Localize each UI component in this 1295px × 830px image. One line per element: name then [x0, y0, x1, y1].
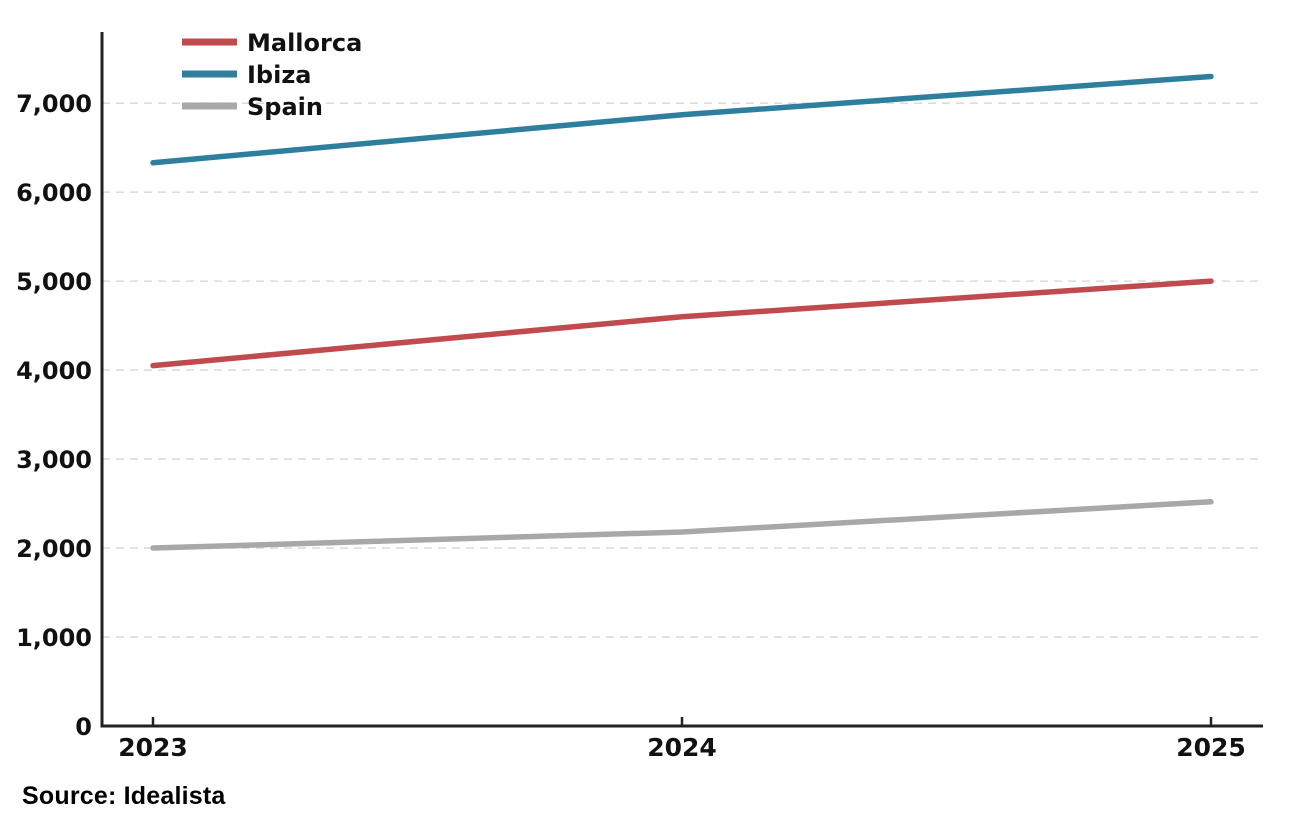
y-tick-label: 5,000 — [16, 268, 92, 296]
y-tick-label: 4,000 — [16, 357, 92, 385]
y-tick-label: 3,000 — [16, 446, 92, 474]
x-tick-label: 2023 — [118, 733, 188, 762]
line-series-mallorca — [150, 278, 1214, 369]
y-tick-label: 0 — [75, 713, 92, 741]
line-series-spain — [150, 499, 1214, 551]
source-caption: Source: Idealista — [22, 782, 226, 810]
y-tick-label: 6,000 — [16, 179, 92, 207]
y-tick-label: 7,000 — [16, 90, 92, 118]
line-series-ibiza — [150, 73, 1214, 166]
y-tick-label: 1,000 — [16, 624, 92, 652]
legend-label-ibiza: Ibiza — [247, 61, 312, 89]
legend-label-spain: Spain — [247, 93, 323, 121]
x-tick-label: 2025 — [1176, 733, 1246, 762]
x-tick-label: 2024 — [647, 733, 717, 762]
y-tick-label: 2,000 — [16, 535, 92, 563]
legend-label-mallorca: Mallorca — [247, 29, 362, 57]
